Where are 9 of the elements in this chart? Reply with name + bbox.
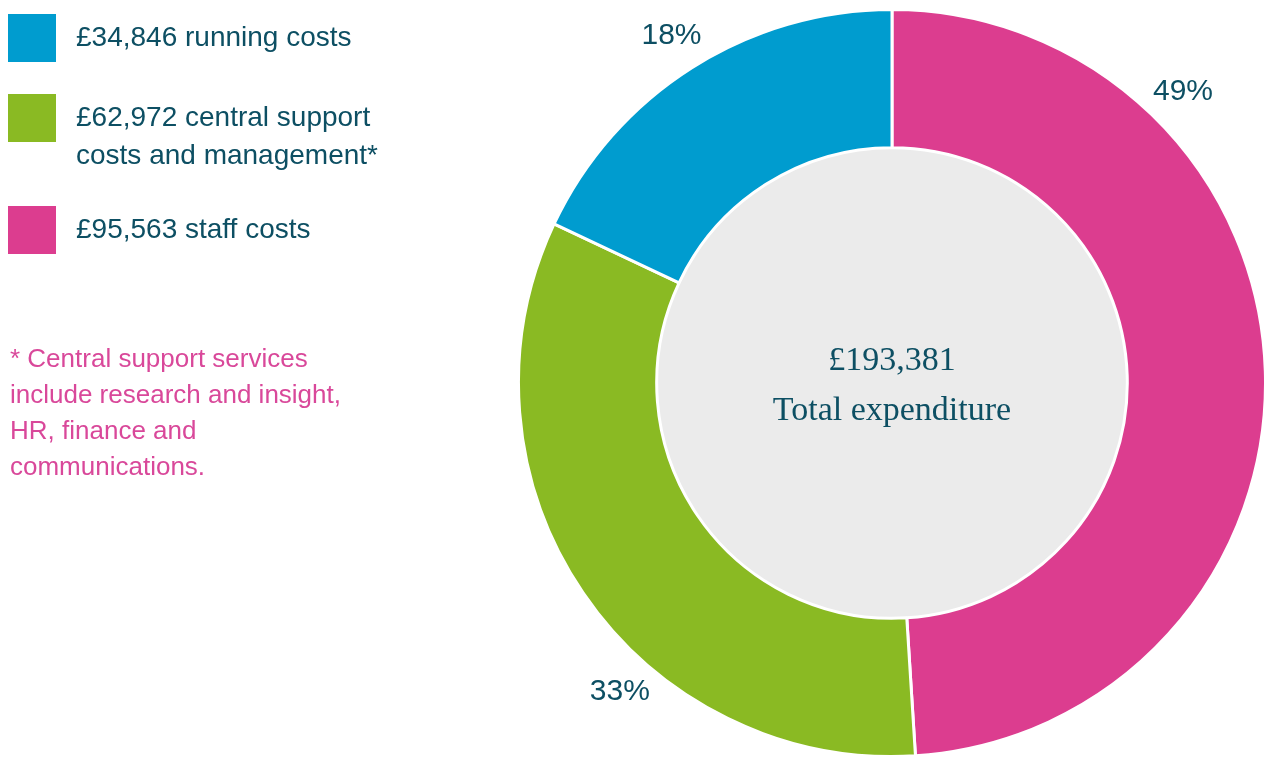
data-label: 18%: [641, 16, 702, 50]
text: Total expenditure: [772, 389, 1012, 427]
legend-label: £95,563 staff costs: [76, 212, 312, 246]
data-label: 33%: [589, 672, 650, 706]
legend-label: £62,972 central support costs and management*: [76, 100, 379, 172]
data-label: 49%: [1152, 73, 1213, 107]
text: * Central support services include research and insight, HR, finance and communications.: [10, 342, 342, 483]
text: £193,381: [828, 339, 956, 377]
legend-label: £34,846 running costs: [76, 20, 353, 54]
